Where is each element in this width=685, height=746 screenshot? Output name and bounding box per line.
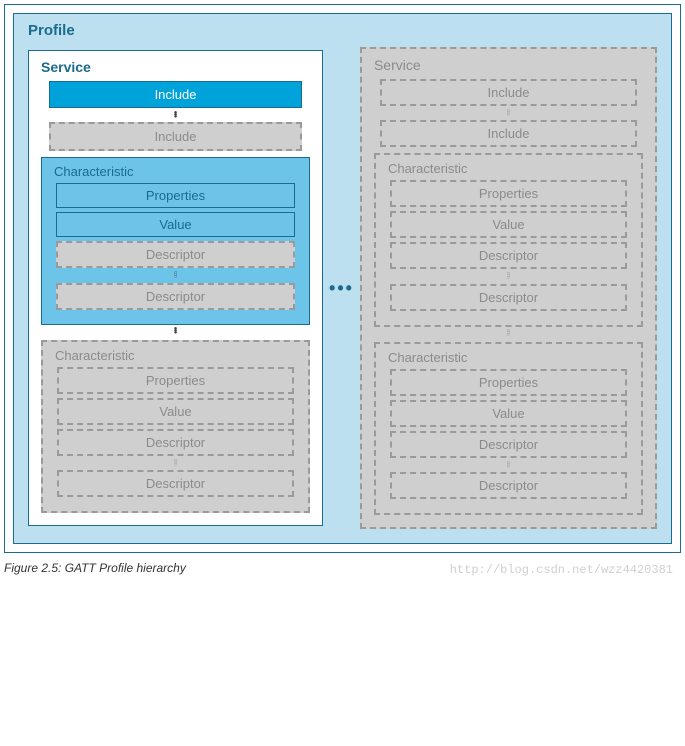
vdots-icon: ○○○ (384, 273, 633, 279)
vdots-icon: ●●● (41, 112, 310, 118)
properties-ghost: Properties (390, 180, 627, 207)
outer-frame: Profile Service Include ●●● Include Char… (4, 4, 681, 553)
services-row: Service Include ●●● Include Characterist… (28, 47, 657, 529)
value-ghost: Value (390, 400, 627, 427)
value-ghost: Value (390, 211, 627, 238)
vdots-icon: ○○○ (51, 460, 300, 466)
descriptor-ghost: Descriptor (390, 472, 627, 499)
characteristic-active: Characteristic Properties Value Descript… (41, 157, 310, 324)
characteristic-ghost: Characteristic Properties Value Descript… (374, 153, 643, 326)
value-box: Value (56, 212, 295, 237)
properties-box: Properties (56, 183, 295, 208)
vdots-icon: ○○○ (50, 272, 301, 278)
service-title: Service (41, 59, 310, 75)
include-active: Include (49, 81, 302, 108)
characteristic-title: Characteristic (388, 350, 633, 365)
vdots-icon: ○○○ (374, 330, 643, 336)
watermark-text: http://blog.csdn.net/wzz4420381 (0, 563, 673, 577)
service-ghost: Service Include ○○○ Include Characterist… (360, 47, 657, 529)
hdots-icon: ••• (329, 278, 354, 299)
characteristic-ghost: Characteristic Properties Value Descript… (374, 342, 643, 515)
include-ghost: Include (380, 120, 637, 147)
descriptor-ghost: Descriptor (390, 284, 627, 311)
descriptor-ghost: Descriptor (57, 470, 294, 497)
descriptor-ghost: Descriptor (56, 241, 295, 268)
descriptor-ghost: Descriptor (390, 242, 627, 269)
vdots-icon: ●●● (41, 328, 310, 334)
value-ghost: Value (57, 398, 294, 425)
descriptor-ghost: Descriptor (56, 283, 295, 310)
vdots-icon: ○○○ (384, 462, 633, 468)
include-ghost: Include (380, 79, 637, 106)
descriptor-ghost: Descriptor (57, 429, 294, 456)
service-active: Service Include ●●● Include Characterist… (28, 50, 323, 526)
profile-title: Profile (28, 22, 657, 39)
include-ghost: Include (49, 122, 302, 151)
vdots-icon: ○○○ (374, 110, 643, 116)
characteristic-title: Characteristic (54, 164, 301, 179)
characteristic-ghost: Characteristic Properties Value Descript… (41, 340, 310, 513)
descriptor-ghost: Descriptor (390, 431, 627, 458)
properties-ghost: Properties (57, 367, 294, 394)
properties-ghost: Properties (390, 369, 627, 396)
characteristic-title: Characteristic (55, 348, 300, 363)
service-title: Service (374, 57, 643, 73)
profile-box: Profile Service Include ●●● Include Char… (13, 13, 672, 544)
characteristic-title: Characteristic (388, 161, 633, 176)
